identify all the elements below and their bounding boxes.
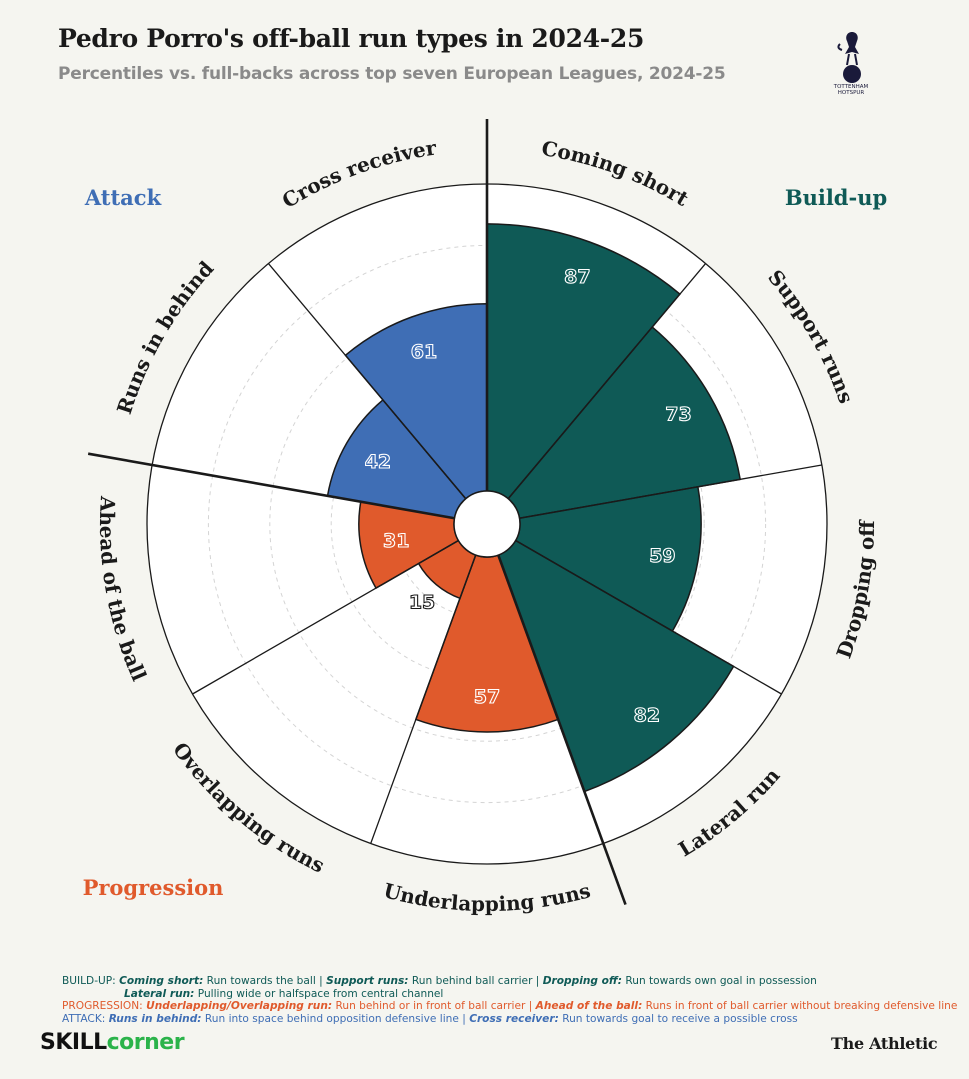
value-label: 61 xyxy=(411,341,437,363)
sector-divider xyxy=(507,263,707,500)
group-label-build-up: Build-up xyxy=(785,185,887,210)
value-label: 87 xyxy=(564,266,590,288)
sector-divider xyxy=(192,539,459,695)
legend-definitions: BUILD-UP: Coming short: Run towards the … xyxy=(62,975,957,1026)
group-label-progression: Progression xyxy=(83,875,224,900)
legend-term-cross: Cross receiver: xyxy=(469,1012,559,1025)
the-athletic-logo: The Athletic xyxy=(831,1034,938,1053)
category-label-text: Dropping off xyxy=(832,519,879,662)
sector-divider xyxy=(370,554,477,844)
chart-title: Pedro Porro's off-ball run types in 2024… xyxy=(58,24,645,53)
legend-row-build-up: BUILD-UP: Coming short: Run towards the … xyxy=(62,975,942,988)
category-label: Ahead of the ball xyxy=(95,495,152,685)
value-label: 15 xyxy=(409,591,435,613)
sector-divider xyxy=(267,263,467,500)
category-label: Underlapping runs xyxy=(381,878,593,916)
legend-def-dropping-off: Run towards own goal in possession xyxy=(621,975,817,987)
legend-def-lapping: Run behind or in front of ball carrier | xyxy=(332,1000,536,1013)
legend-term-coming-short: Coming short: xyxy=(119,975,204,987)
crest-wordmark: TOTTENHAM HOTSPUR xyxy=(818,84,884,96)
legend-build-prefix: BUILD-UP: xyxy=(62,975,116,987)
grid-ring xyxy=(269,306,705,742)
legend-def-lateral-run: Pulling wide or halfspace from central c… xyxy=(194,987,444,1000)
legend-term-dropping-off: Dropping off: xyxy=(542,975,622,987)
value-label: 73 xyxy=(665,403,691,425)
legend-attack-prefix: ATTACK: xyxy=(62,1012,106,1025)
value-label: 42 xyxy=(365,451,391,473)
center-hole xyxy=(453,490,521,558)
value-label: 31 xyxy=(383,530,409,552)
legend-def-behind: Run into space behind opposition defensi… xyxy=(201,1012,470,1025)
category-label: Dropping off xyxy=(832,519,879,662)
legend-term-lapping: Underlapping/Overlapping run: xyxy=(146,1000,333,1013)
skillcorner-logo: SKILLcorner xyxy=(40,1030,185,1055)
value-label: 82 xyxy=(634,705,660,727)
legend-def-coming-short: Run towards the ball | xyxy=(203,975,327,987)
legend-term-behind: Runs in behind: xyxy=(108,1012,202,1025)
legend-term-lateral-run: Lateral run: xyxy=(124,987,195,1000)
crest-text-line-1: TOTTENHAM xyxy=(833,84,869,90)
category-label-text: Ahead of the ball xyxy=(95,495,152,685)
sector-divider xyxy=(515,539,782,695)
category-label-text: Underlapping runs xyxy=(381,878,593,916)
club-crest-logo xyxy=(837,32,861,83)
legend-def-ahead: Runs in front of ball carrier without br… xyxy=(642,1000,958,1013)
value-label: 59 xyxy=(649,545,675,567)
group-label-attack: Attack xyxy=(84,185,162,210)
legend-term-support-runs: Support runs: xyxy=(326,975,409,987)
legend-term-ahead: Ahead of the ball: xyxy=(535,1000,643,1013)
crest-text-line-2: HOTSPUR xyxy=(837,90,865,96)
group-separator-line xyxy=(87,452,455,520)
sector-divider xyxy=(519,464,822,519)
legend-row-attack: ATTACK: Runs in behind: Run into space b… xyxy=(62,1013,942,1026)
group-separator-line xyxy=(497,554,627,906)
legend-def-cross: Run towards goal to receive a possible c… xyxy=(558,1012,798,1025)
legend-row-progression: PROGRESSION: Underlapping/Overlapping ru… xyxy=(62,1000,957,1013)
chart-subtitle: Percentiles vs. full-backs across top se… xyxy=(58,64,726,84)
skillcorner-logo-part-2: corner xyxy=(106,1030,185,1055)
skillcorner-logo-part-1: SKILL xyxy=(40,1030,107,1055)
legend-prog-prefix: PROGRESSION: xyxy=(62,1000,143,1013)
legend-def-support-runs: Run behind ball carrier | xyxy=(408,975,543,987)
legend-row-build-up-2: Lateral run: Pulling wide or halfspace f… xyxy=(62,988,942,1001)
value-label: 57 xyxy=(474,686,500,708)
